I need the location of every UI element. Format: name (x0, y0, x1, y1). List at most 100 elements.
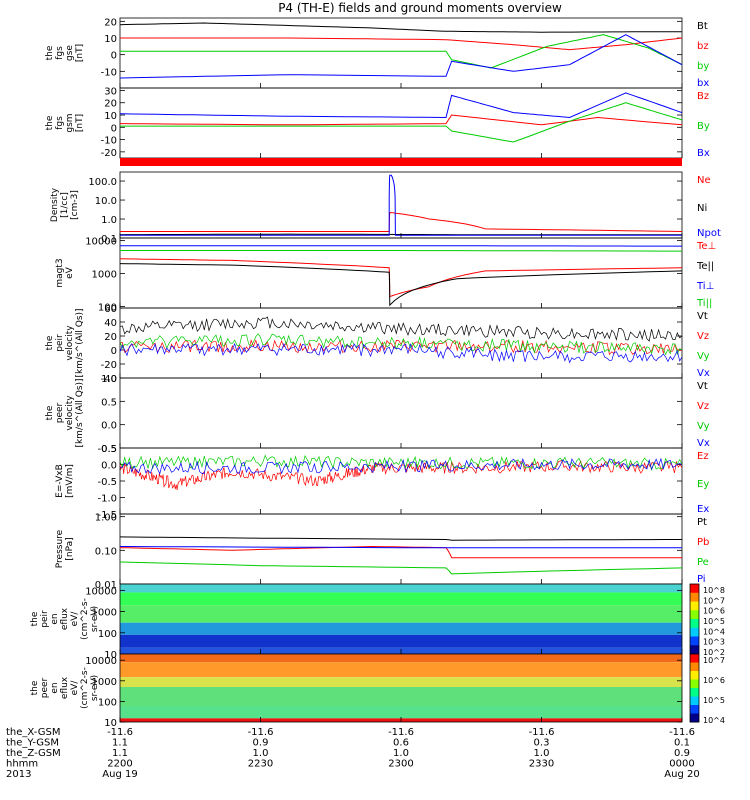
panel-frame (119, 447, 683, 515)
y-tick-label: 100 (98, 697, 117, 708)
y-axis-label: peir (55, 334, 65, 352)
colorbar-segment (690, 636, 699, 646)
series-line-Pb (119, 545, 682, 559)
series-line-By (120, 102, 683, 143)
footer-value: -11.6 (388, 727, 414, 738)
y-tick-label: -1.0 (97, 494, 117, 505)
colorbar-segment (690, 592, 699, 602)
panel-frame (119, 87, 683, 159)
footer-value: 2330 (529, 759, 554, 770)
y-tick-label: 100 (98, 629, 117, 640)
legend-Te⊥: Te⊥ (696, 241, 716, 252)
y-tick-label: -20 (101, 360, 117, 371)
y-tick-label: 0 (111, 123, 117, 134)
heatmap-band (120, 605, 682, 623)
y-tick-label: 10000 (85, 656, 117, 667)
colorbar-tick-label: 10^7 (703, 596, 725, 605)
y-axis-label: en (50, 613, 60, 624)
y-tick-label: -20 (101, 148, 117, 159)
y-tick-label: 1000 (92, 608, 117, 619)
y-tick-label: -10 (101, 67, 117, 78)
y-axis-label: peer (55, 402, 65, 423)
y-tick-label: -40 (101, 374, 117, 385)
y-tick-label: 1.0 (101, 215, 117, 226)
legend-Vt: Vt (697, 381, 708, 392)
colorbar-tick-label: 10^4 (703, 627, 725, 636)
y-axis-label: fgs (55, 46, 65, 60)
legend-Bt: Bt (697, 21, 708, 32)
y-axis-label: sr-eV) (90, 606, 100, 632)
colorbar-segment (690, 645, 699, 655)
y-tick-label: 30 (104, 86, 117, 97)
colorbar-segment (690, 584, 699, 594)
y-axis-label: Pressure (55, 529, 65, 568)
series-line-Vt (119, 316, 683, 342)
legend-Pt: Pt (697, 517, 707, 528)
colorbar-segment (690, 610, 699, 620)
footer-value: 1.0 (534, 748, 550, 759)
y-tick-label: 10000 (85, 237, 117, 248)
y-tick-label: 20 (104, 99, 117, 110)
legend-Ni: Ni (697, 203, 707, 214)
series-line-Bz (119, 114, 683, 126)
panel-9: 10^810^710^610^510^410^310^2100001000100… (30, 583, 725, 661)
footer-row-label: the_Y-GSM (6, 738, 59, 749)
colorbar-frame (689, 653, 700, 723)
y-tick-label: 0.0 (101, 461, 117, 472)
heatmap-band (120, 687, 682, 706)
y-tick-label: 0.1 (101, 234, 117, 245)
panel-frame (119, 171, 683, 239)
y-tick-label: 0 (111, 51, 117, 62)
footer-value: 0.9 (674, 748, 690, 759)
y-axis-label: [nT] (75, 44, 85, 62)
panel-frame (119, 377, 683, 449)
y-tick-label: 1.0 (101, 374, 117, 385)
footer-value: 0.6 (393, 738, 409, 749)
colorbar-segment (690, 654, 699, 663)
colorbar-tick-label: 10^3 (703, 638, 725, 647)
y-axis-label: the (45, 335, 55, 350)
series-line-Ne (120, 211, 683, 232)
series-line-Te|| (119, 263, 683, 307)
y-axis-label: velocity (65, 325, 75, 361)
y-axis-label: peer (40, 677, 50, 698)
colorbar-tick-label: 10^7 (703, 656, 725, 665)
y-axis-label: [km/s^(All Qs)] (75, 378, 85, 447)
y-axis-label: [mV/m] (65, 464, 75, 498)
legend-Bz: Bz (697, 91, 709, 102)
y-tick-label: 1.00 (95, 513, 117, 524)
y-tick-label: 1000 (92, 270, 117, 281)
y-axis-label: velocity (65, 395, 75, 431)
footer-value: -11.6 (248, 727, 274, 738)
y-axis-label: the (30, 680, 40, 695)
colorbar-segment (690, 662, 699, 672)
series-line-Npot (120, 174, 682, 236)
y-axis-label: [nPa] (65, 537, 75, 560)
footer-value: Aug 20 (664, 769, 699, 780)
footer-value: 0.1 (674, 738, 690, 749)
colorbar-tick-label: 10^5 (703, 696, 725, 705)
series-line-bz (120, 37, 683, 51)
colorbar-segment (690, 696, 699, 706)
footer-row-label: the_X-GSM (6, 727, 60, 738)
y-tick-label: 10.0 (95, 196, 117, 207)
footer-row-label: 2013 (6, 769, 31, 780)
footer-value: Aug 19 (102, 769, 137, 780)
y-tick-label: -0.5 (97, 444, 117, 455)
panel-7: 0.5 0.0 -0.5 -1.0 -1.5 E=-VxB [mV/m] Ez Ey Ex (55, 444, 709, 521)
panel-2 (120, 158, 682, 166)
y-tick-label: 0.10 (95, 546, 117, 557)
colorbar-segment (690, 705, 699, 714)
footer-value: -11.6 (669, 727, 695, 738)
y-tick-label: 0.01 (95, 580, 117, 591)
y-tick-label: 20 (104, 332, 117, 343)
y-tick-label: -1.5 (97, 510, 117, 521)
y-axis-label: the (45, 115, 55, 130)
legend-Vx: Vx (697, 368, 710, 379)
y-tick-label: -0.5 (97, 477, 117, 488)
legend-Vx: Vx (697, 438, 710, 449)
colorbar-segment (690, 713, 699, 723)
y-axis-label: the (45, 45, 55, 60)
colorbar-segment (690, 671, 699, 680)
